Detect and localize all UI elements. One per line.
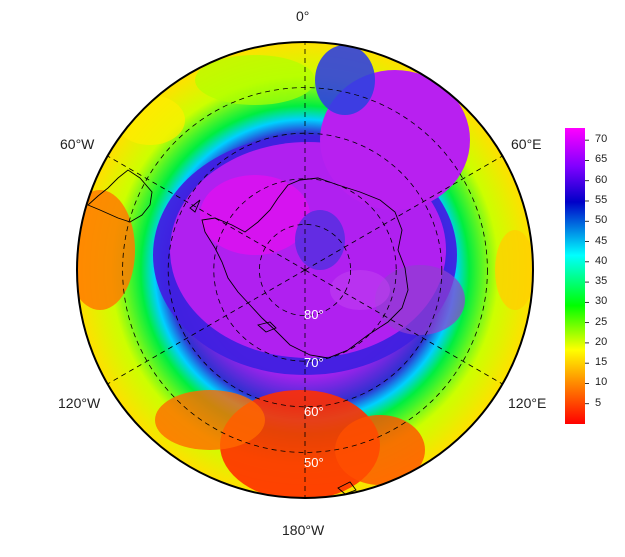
colorbar-tick-label: 30 [595,295,608,308]
colorbar-tick-label: 50 [595,214,608,227]
lat-label-80: 80° [304,307,324,322]
colorbar-tick-label: 55 [595,193,608,206]
lat-label-70: 70° [304,355,324,370]
colorbar-tick-label: 70 [595,133,608,146]
colorbar-tick-label: 15 [595,356,608,369]
lon-label-0: 0° [296,8,310,24]
meridian-line [304,269,503,385]
lon-label-180w: 180°W [282,522,325,538]
new-zealand-fragment [337,481,357,495]
colorbar [565,128,585,424]
colorbar-tick-label: 65 [595,153,608,166]
graticule [107,42,503,498]
colorbar-tick-label: 5 [595,396,602,409]
meridian-line [304,155,503,271]
meridian-line [107,269,306,385]
lon-label-120e: 120°E [508,395,547,411]
colorbar-tick-label: 40 [595,254,608,267]
south-america-tip [87,169,153,223]
latitude-circle [213,178,397,362]
map-border [76,41,534,499]
latitude-circle [258,223,351,316]
ozone-field [77,42,533,498]
colorbar-tick-marks [585,139,589,405]
colorbar-tick-label: 25 [595,315,608,328]
meridian-line [107,155,306,271]
latitude-circle [167,132,443,408]
colorbar-tick-label: 10 [595,376,608,389]
lon-label-60w: 60°W [60,136,95,152]
antarctica-coastline [189,177,409,359]
colorbar-tick-label: 60 [595,173,608,186]
lat-label-50: 50° [304,455,324,470]
lon-label-60e: 60°E [511,136,542,152]
lon-label-120w: 120°W [58,395,101,411]
colorbar-tick-label: 35 [595,275,608,288]
lat-label-60: 60° [304,404,324,419]
colorbar-tick-label: 20 [595,335,608,348]
colorbar-tick-label: 45 [595,234,608,247]
